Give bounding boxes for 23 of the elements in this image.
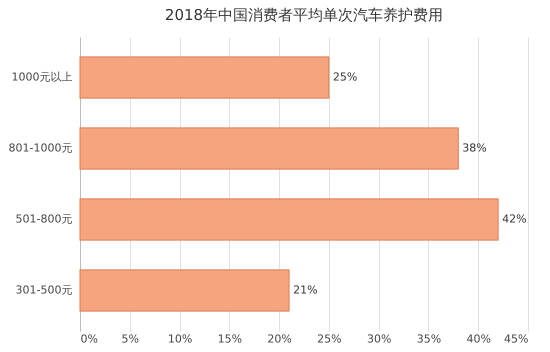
bar xyxy=(80,198,499,241)
bar xyxy=(80,127,459,170)
y-tick-label: 301-500元 xyxy=(16,284,72,297)
x-tick-label: 5% xyxy=(122,332,140,346)
data-label: 42% xyxy=(502,212,527,226)
x-tick-label: 25% xyxy=(317,332,342,346)
bar xyxy=(80,56,330,99)
data-label: 21% xyxy=(293,284,318,297)
x-tick-label: 30% xyxy=(366,332,392,346)
y-tick-label: 501-800元 xyxy=(16,212,72,226)
x-tick-label: 35% xyxy=(416,332,442,346)
data-label: 25% xyxy=(332,70,358,84)
y-tick-label: 1000元以上 xyxy=(12,70,72,84)
x-tick-label: 0% xyxy=(80,332,98,346)
bar xyxy=(80,269,290,312)
x-tick-label: 20% xyxy=(267,332,292,346)
x-tick-label: 10% xyxy=(168,332,192,346)
data-label: 38% xyxy=(462,141,487,154)
x-tick-label: 40% xyxy=(466,332,491,346)
y-tick-label: 801-1000元 xyxy=(8,141,72,154)
x-tick-label: 15% xyxy=(218,332,242,346)
chart-title: 2018年中国消费者平均单次汽车养护费用 xyxy=(164,6,444,24)
x-tick-label: 45% xyxy=(504,332,528,346)
